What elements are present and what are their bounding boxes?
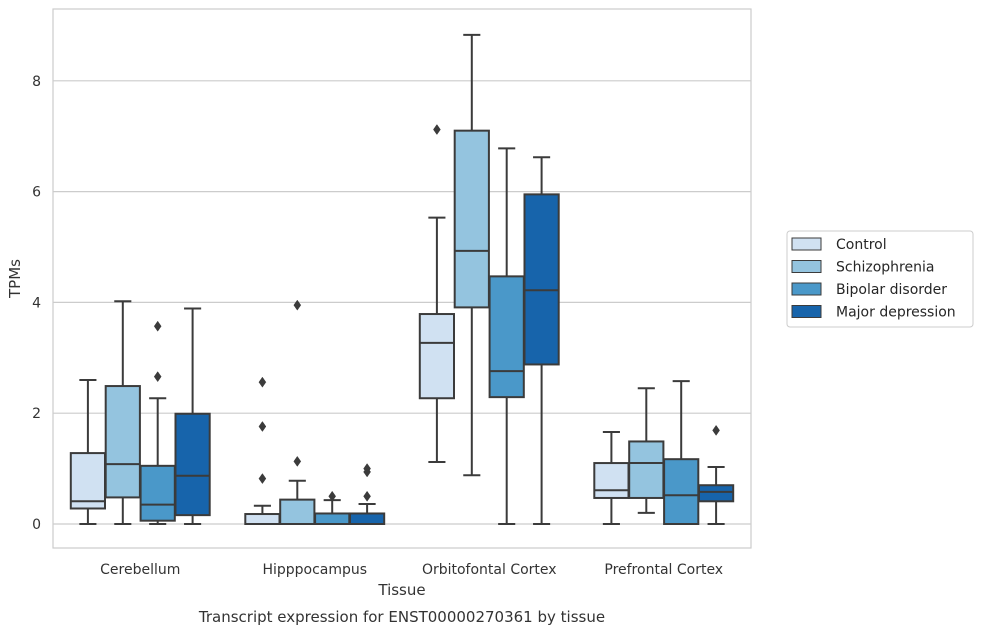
box	[453, 129, 490, 309]
legend-swatch	[791, 282, 822, 296]
box-group	[279, 299, 316, 525]
boxes	[69, 33, 735, 526]
x-tick-label: Cerebellum	[100, 562, 180, 578]
y-axis-label: TPMs	[6, 259, 24, 299]
box	[279, 498, 316, 525]
x-axis-label: Tissue	[377, 581, 425, 599]
outlier-point	[153, 371, 162, 383]
box	[104, 385, 141, 499]
box	[523, 193, 560, 366]
box-group	[69, 378, 107, 525]
x-tick-label: Orbitofontal Cortex	[422, 562, 557, 578]
legend-frame	[786, 230, 974, 328]
legend-label: Bipolar disorder	[836, 282, 947, 298]
box-group	[523, 156, 560, 525]
box-group	[453, 33, 490, 477]
outlier-point	[153, 320, 162, 332]
x-tick-label: Hipppocampus	[262, 562, 367, 578]
box	[628, 440, 665, 499]
outlier-point	[328, 490, 337, 502]
box-group	[418, 124, 456, 463]
box	[314, 512, 351, 525]
box	[663, 458, 700, 526]
y-tick-label: 8	[32, 74, 41, 90]
x-tick-label: Prefrontal Cortex	[604, 562, 723, 578]
y-tick-label: 2	[32, 406, 41, 422]
box	[139, 464, 176, 522]
box-group	[348, 463, 386, 525]
plot-frame	[52, 8, 752, 549]
x-tick-labels: Cerebellum Hipppocampus Orbitofontal Corte…	[100, 562, 723, 578]
box	[418, 313, 456, 400]
outlier-point	[433, 124, 441, 135]
box-group	[488, 147, 525, 525]
legend-swatch	[791, 237, 822, 251]
box-group	[104, 300, 141, 525]
outlier-point	[363, 463, 371, 475]
box	[593, 462, 630, 499]
box-group	[663, 380, 700, 526]
box	[174, 412, 211, 517]
outlier-point	[712, 424, 720, 436]
box	[488, 275, 525, 399]
legend-label: Major depression	[836, 305, 956, 321]
y-tick-label: 4	[32, 295, 41, 311]
legend-label: Control	[836, 237, 887, 253]
outlier-point	[293, 455, 302, 467]
box	[244, 513, 281, 526]
gridlines	[53, 80, 751, 525]
legend-swatch	[791, 260, 822, 273]
outlier-point	[258, 473, 267, 485]
y-tick-label: 0	[32, 517, 41, 533]
chart-caption: Transcript expression for ENST0000027036…	[198, 608, 605, 626]
outlier-point	[363, 490, 371, 502]
box-group	[697, 424, 735, 525]
legend-label: Schizophrenia	[836, 260, 934, 276]
box-group	[244, 376, 281, 526]
outlier-point	[293, 299, 302, 311]
outlier-point	[258, 376, 267, 388]
legend: Control Schizophrenia Bipolar disorder Majo…	[786, 230, 974, 328]
box	[69, 452, 107, 510]
box	[697, 484, 735, 503]
box-group	[139, 320, 176, 525]
outlier-point	[258, 421, 267, 432]
y-tick-label: 6	[32, 185, 41, 201]
box-group	[174, 307, 211, 525]
legend-swatch	[791, 305, 822, 318]
y-tick-labels: 0 2 4 6 8	[32, 74, 41, 533]
box	[348, 512, 386, 525]
